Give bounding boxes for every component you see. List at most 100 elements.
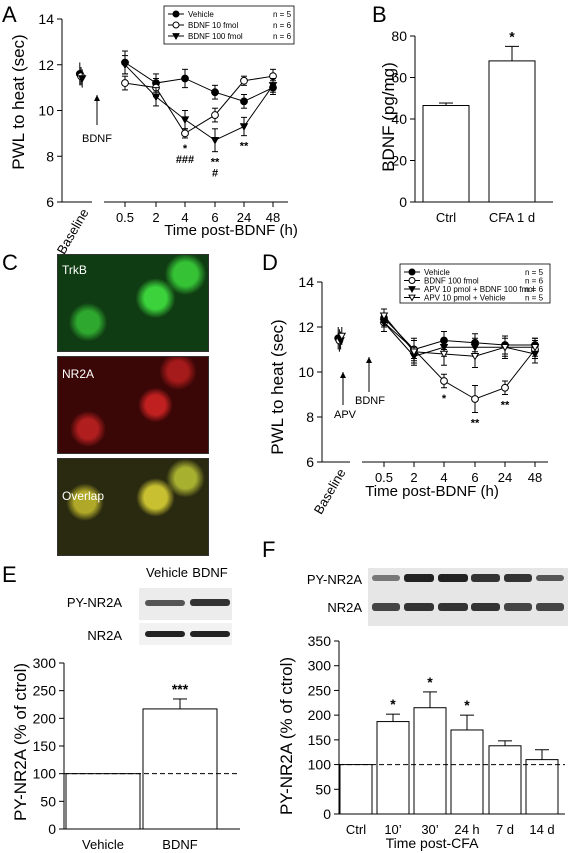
panel-a-series-line: [124, 62, 274, 102]
panel-f-xtick-label: 30’: [421, 822, 438, 837]
panel-a-legend-n: n = 6: [273, 32, 292, 41]
panel-f-bar: [450, 729, 484, 815]
micrograph-nr2a-label: NR2A: [62, 367, 95, 381]
panel-d-data-point: [440, 377, 448, 385]
panel-f-ytick-label: 350: [308, 633, 332, 649]
panel-a-data-point: [151, 93, 161, 102]
panel-a-series-line: [124, 64, 274, 141]
panel-b-xtick-label: Ctrl: [436, 210, 456, 225]
panel-d-data-point: [471, 395, 479, 403]
panel-a-ytick-label: 14: [38, 11, 54, 27]
panel-b-bar: [422, 105, 470, 203]
panel-label-e: E: [2, 562, 17, 587]
panel-d-legend-n: n = 5: [525, 268, 544, 277]
panel-e-ytick-label: 0: [48, 821, 56, 837]
panel-f-bar: [488, 745, 522, 815]
panel-e-significance-mark: ***: [172, 681, 189, 697]
panel-f-significance-mark: *: [427, 674, 433, 690]
panel-d-ytick-label: 14: [298, 274, 314, 290]
panel-a-significance-mark: #: [212, 168, 218, 180]
panel-a-ytick-label: 6: [46, 194, 54, 210]
panel-a-xtick-label: 0.5: [116, 210, 134, 225]
panel-label-a: A: [2, 2, 17, 27]
panel-d-significance-mark: **: [501, 400, 510, 412]
micrograph-overlap: Overlap: [57, 458, 209, 556]
panel-d-xtick-label: 48: [528, 470, 542, 485]
panel-label-c: C: [2, 250, 18, 275]
panel-a-significance-mark: ###: [176, 154, 194, 166]
panel-a-data-point: [181, 74, 189, 83]
panel-f-xtick-label: 14 d: [529, 822, 554, 837]
panel-d-legend-n: n = 6: [525, 277, 544, 286]
panel-d-data-point: [501, 383, 509, 392]
panel-a-series-line: [124, 75, 274, 135]
panel-a-xtick-label: 48: [266, 210, 280, 225]
panel-a-legend-label: BDNF 100 fmol: [188, 32, 243, 41]
panel-d-data-point: [530, 344, 540, 352]
panel-f-ytick-label: 0: [323, 806, 331, 822]
panel-b-ytick-label: 80: [391, 28, 407, 44]
panel-f-bar: [376, 721, 410, 815]
panel-f-bar: [339, 764, 373, 815]
panel-b-ytick-label: 60: [391, 70, 407, 86]
panel-f-bar: [413, 707, 447, 815]
panel-b-ylabel: BDNF (pg/mg): [379, 62, 398, 172]
blot-e-col-bdnf: BDNF: [192, 565, 227, 580]
panel-a-data-point: [211, 88, 219, 97]
panel-e-ytick-label: 200: [33, 710, 57, 726]
panel-a-ytick-label: 10: [38, 103, 54, 119]
panel-a-data-point: [181, 129, 189, 138]
panel-e-ytick-label: 150: [33, 738, 57, 754]
panel-a-data-point: [210, 137, 220, 145]
panel-d-xtick-label: 2: [410, 470, 417, 485]
panel-d-xtick-label: 0.5: [375, 470, 393, 485]
panel-a-baseline-label: Baseline: [54, 206, 92, 257]
panel-a-ytick-label: 12: [38, 57, 54, 73]
panel-a-legend-n: n = 6: [273, 21, 292, 30]
panel-d-ytick-label: 12: [298, 319, 314, 335]
panel-d-series-line: [383, 322, 536, 400]
panel-d-ytick-label: 8: [306, 409, 314, 425]
panel-d-data-point: [470, 353, 480, 361]
panel-f-ylabel: PY-NR2A (% of ctrol): [277, 657, 296, 815]
panel-d-xlabel: Time post-BDNF (h): [365, 483, 499, 500]
panel-d-xtick-label: 4: [440, 470, 447, 485]
panel-b-significance-mark: *: [509, 28, 515, 44]
panel-label-d: D: [262, 250, 278, 275]
panel-a-data-point: [239, 123, 249, 131]
panel-d-legend-box: [399, 263, 551, 304]
panel-a-legend-label: Vehicle: [188, 10, 214, 19]
panel-e-ytick-label: 50: [40, 793, 56, 809]
panel-f-xtick-label: 7 d: [496, 822, 514, 837]
micrograph-nr2a: NR2A: [57, 356, 209, 454]
panel-e-ytick-label: 250: [33, 683, 57, 699]
panel-a-significance-mark: **: [240, 141, 249, 153]
panel-f-ytick-label: 100: [308, 757, 332, 773]
panel-d-ytick-label: 10: [298, 364, 314, 380]
panel-label-f: F: [262, 537, 275, 562]
blot-e-row-py-nr2a: PY-NR2A: [67, 595, 122, 610]
panel-e-ylabel: PY-NR2A (% of ctrol): [11, 663, 30, 821]
panel-d-legend-marker: [408, 277, 416, 284]
panel-a-xtick-label: 4: [181, 210, 188, 225]
panel-a-data-point: [211, 111, 219, 119]
panel-d-xtick-label: 6: [471, 470, 478, 485]
panel-d-legend-label: Vehicle: [424, 268, 450, 277]
panel-d-legend-label: APV 10 pmol + Vehicle: [424, 294, 506, 303]
panel-a-baseline-point: [77, 75, 87, 83]
panel-a-xtick-label: 24: [237, 210, 251, 225]
panel-b-xtick-label: CFA 1 d: [489, 210, 535, 225]
panel-a-data-point: [180, 116, 190, 125]
panel-d-arrow-head: [366, 357, 372, 363]
panel-d-legend-n: n = 6: [525, 285, 544, 294]
panel-a-data-point: [120, 61, 130, 70]
panel-d-series-line: [383, 317, 535, 351]
blot-e-row-nr2a: NR2A: [87, 628, 122, 643]
panel-d-legend-label: BDNF 100 fmol: [424, 277, 479, 286]
panel-a-ytick-label: 8: [46, 148, 54, 164]
panel-d-data-point: [439, 350, 449, 359]
blot-f-image: [368, 568, 568, 626]
panel-f-xtick-label: 10’: [384, 822, 401, 837]
